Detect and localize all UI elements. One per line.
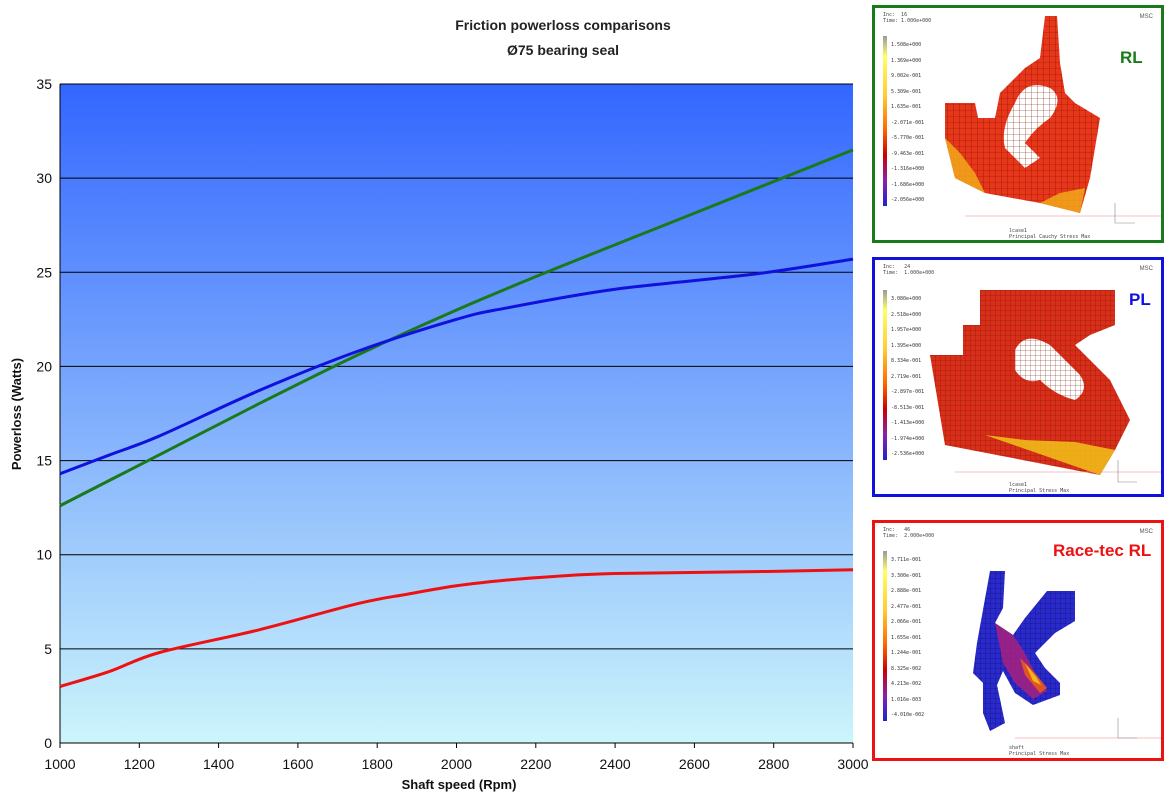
x-tick-label: 2000 — [441, 756, 472, 772]
x-tick-label: 2600 — [679, 756, 710, 772]
panel-footer: shaft Principal Stress Max — [1009, 745, 1070, 757]
panel-meta: Inc: 16 Time: 1.000e+000 — [883, 12, 932, 24]
fea-panel-rl: Inc: 16 Time: 1.000e+000 MSC RL 1.508e+0… — [872, 5, 1164, 243]
fea-panel-race-tec-rl: Inc: 46 Time: 2.000e+000 MSC Race-tec RL… — [872, 520, 1164, 761]
x-tick-label: 1800 — [362, 756, 393, 772]
msc-logo: MSC — [1139, 529, 1153, 535]
x-tick-label: 1200 — [124, 756, 155, 772]
panel-footer: lcase1 Principal Cauchy Stress Max — [1009, 228, 1091, 240]
x-tick-label: 1000 — [44, 756, 75, 772]
color-legend-values: 1.508e+000 1.369e+000 9.002e-001 5.309e-001… — [891, 42, 925, 203]
tick-labels: 0 5 10 15 20 25 30 35 1000 1200 1400 1600 1800 2000 22… — [36, 76, 868, 772]
x-tick-label: 3000 — [837, 756, 868, 772]
y-tick-label: 15 — [36, 453, 52, 469]
x-tick-label: 1600 — [282, 756, 313, 772]
y-axis-label: Powerloss (Watts) — [9, 358, 24, 470]
color-legend-bar — [883, 551, 887, 721]
msc-logo: MSC — [1139, 14, 1153, 20]
msc-logo: MSC — [1139, 266, 1153, 272]
color-legend-bar — [883, 290, 887, 460]
y-tick-label: 30 — [36, 170, 52, 186]
panel-footer: lcase1 Principal Stress Max — [1009, 482, 1070, 494]
series-line-1 — [59, 257, 854, 476]
panel-label: RL — [1120, 48, 1143, 67]
seal-mesh-rl — [945, 16, 1161, 224]
chart-title-line-2: Ø75 bearing seal — [507, 42, 619, 58]
color-legend-values: 3.080e+000 2.518e+000 1.957e+000 1.395e+000… — [891, 296, 925, 457]
color-legend-bar — [883, 36, 887, 206]
y-tick-label: 35 — [36, 76, 52, 92]
series-line-0 — [59, 148, 854, 508]
y-tick-label: 5 — [44, 641, 52, 657]
y-tick-label: 25 — [36, 264, 52, 280]
x-tick-label: 2800 — [758, 756, 789, 772]
plot-area — [60, 84, 853, 743]
color-legend-values: 3.711e-001 3.300e-001 2.888e-001 2.477e-001… — [891, 557, 925, 718]
series-line-2 — [59, 568, 854, 688]
x-tick-label: 2400 — [600, 756, 631, 772]
seal-mesh-pl — [930, 290, 1161, 483]
panel-label: Race-tec RL — [1053, 541, 1152, 560]
chart-title-line-1: Friction powerloss comparisons — [455, 17, 671, 33]
y-tick-label: 0 — [44, 735, 52, 751]
x-tick-label: 1400 — [203, 756, 234, 772]
x-tick-label: 2200 — [520, 756, 551, 772]
panel-meta: Inc: 24 Time: 1.000e+000 — [883, 264, 935, 276]
panel-meta: Inc: 46 Time: 2.000e+000 — [883, 527, 935, 539]
y-tick-label: 10 — [36, 547, 52, 563]
seal-mesh-race-tec — [973, 571, 1161, 739]
series-lines — [59, 148, 854, 688]
panel-label: PL — [1129, 290, 1151, 309]
y-tick-label: 20 — [36, 358, 52, 374]
fea-panel-pl: Inc: 24 Time: 1.000e+000 MSC PL 3.080e+0… — [872, 257, 1164, 497]
gridlines — [59, 83, 854, 748]
powerloss-chart: Friction powerloss comparisons Ø75 beari… — [9, 17, 869, 792]
x-axis-label: Shaft speed (Rpm) — [402, 777, 517, 792]
